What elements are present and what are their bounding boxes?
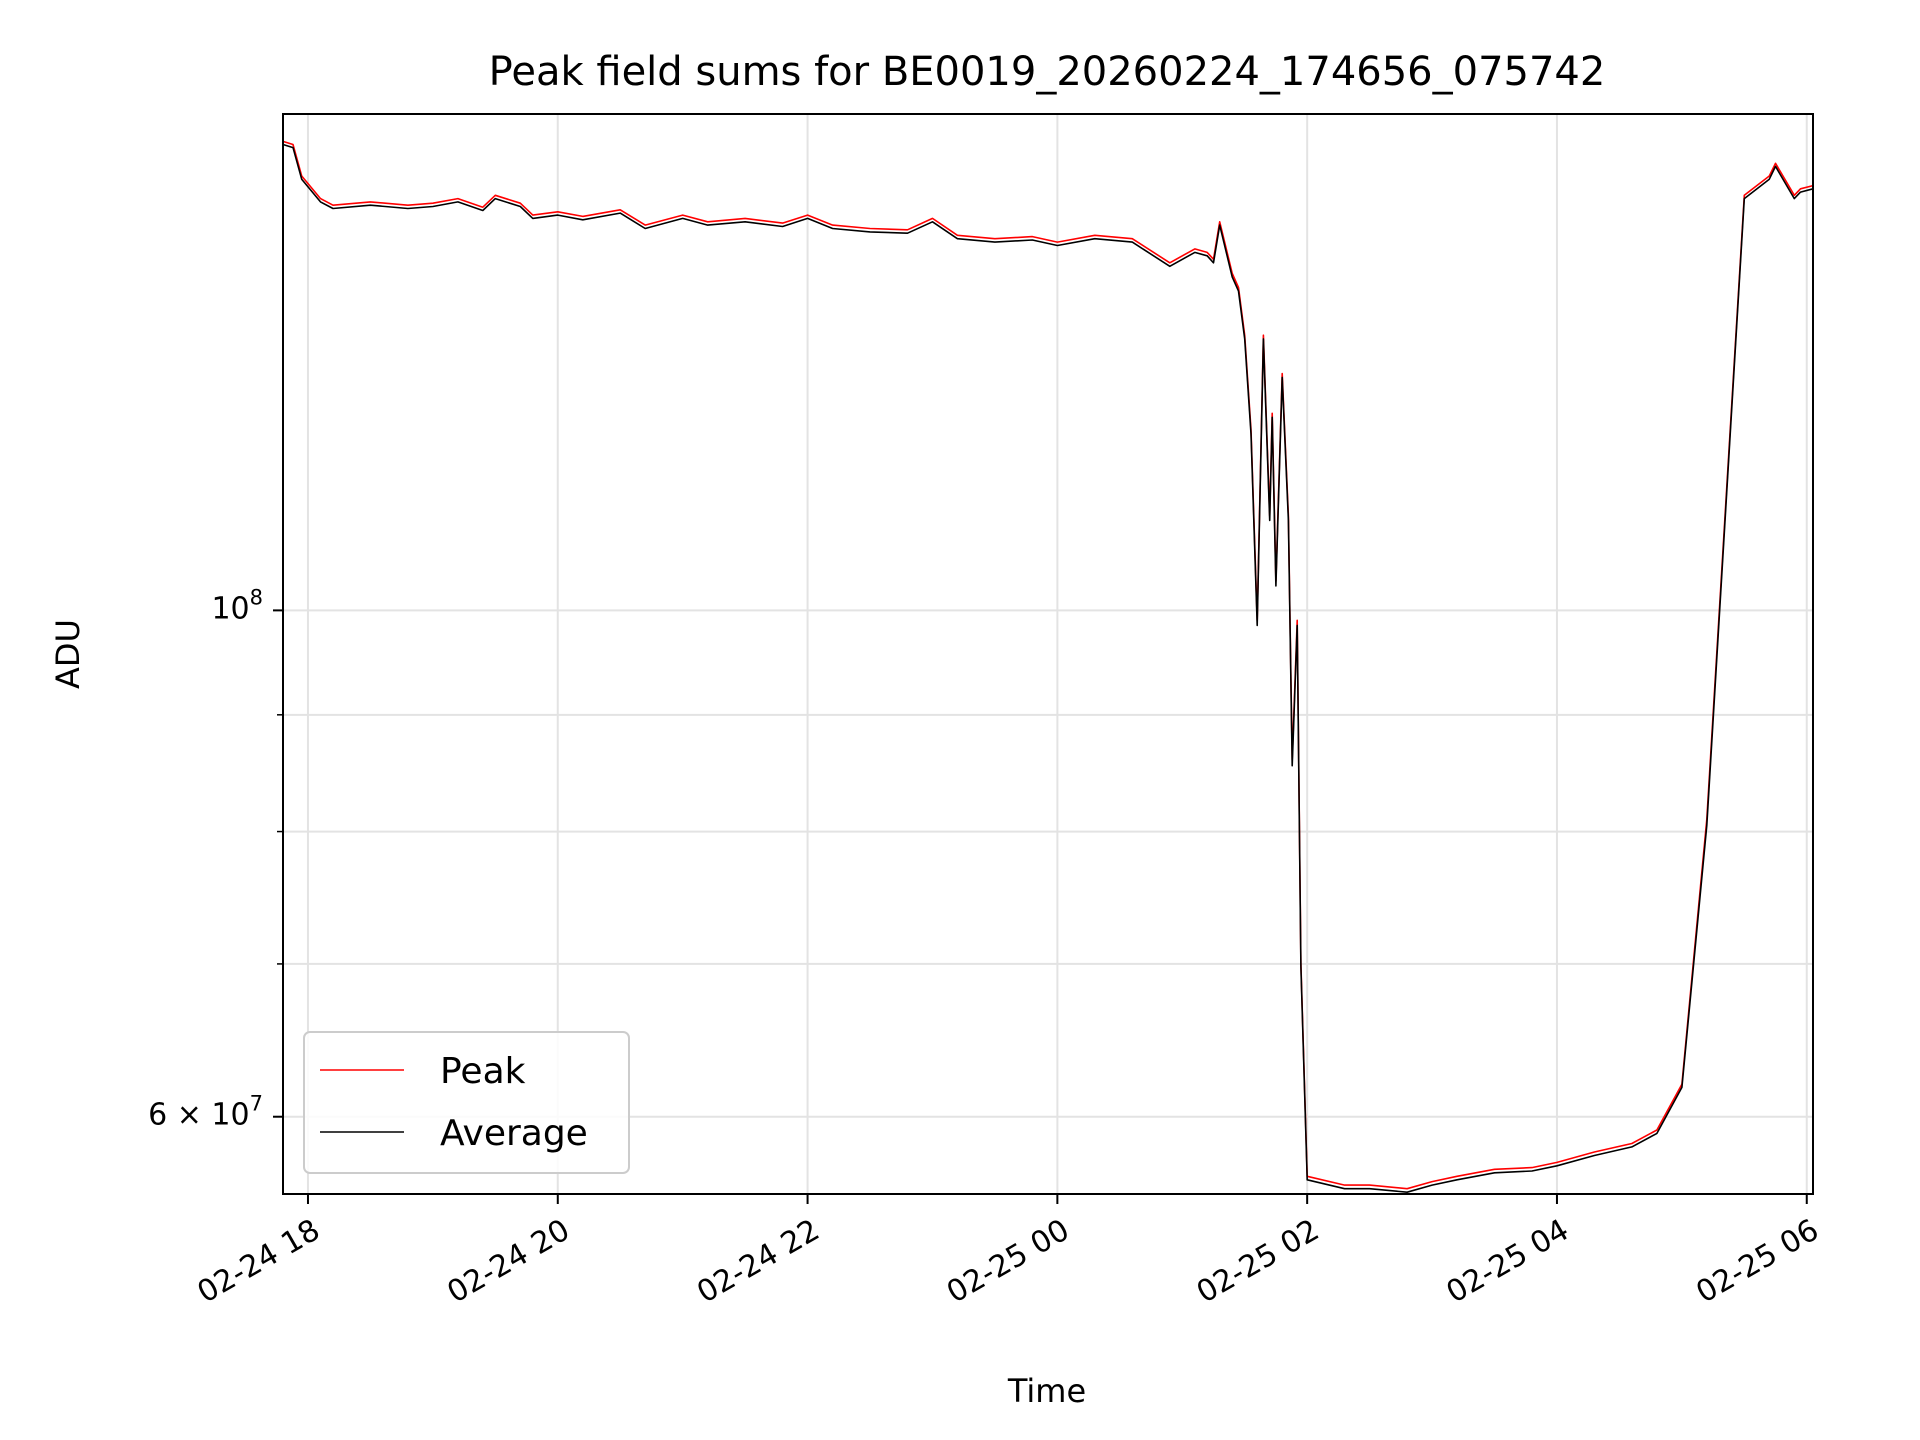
y-axis-label: ADU	[49, 619, 87, 689]
legend-box	[303, 1031, 630, 1174]
legend-peak-label: Peak	[440, 1051, 526, 1092]
chart-title: Peak field sums for BE0019_20260224_1746…	[489, 49, 1606, 95]
legend: Peak Average	[303, 1031, 630, 1174]
series-lines	[282, 140, 1814, 1193]
plot-frame	[282, 113, 1814, 1195]
x-axis-label: Time	[1007, 1372, 1086, 1410]
y-tick-label: 108	[211, 585, 263, 626]
y-axis-ticks: 108 6 × 107	[148, 585, 283, 1133]
legend-average-label: Average	[440, 1113, 588, 1154]
y-tick-label: 6 × 107	[148, 1092, 263, 1133]
series-line-average	[282, 143, 1814, 1193]
